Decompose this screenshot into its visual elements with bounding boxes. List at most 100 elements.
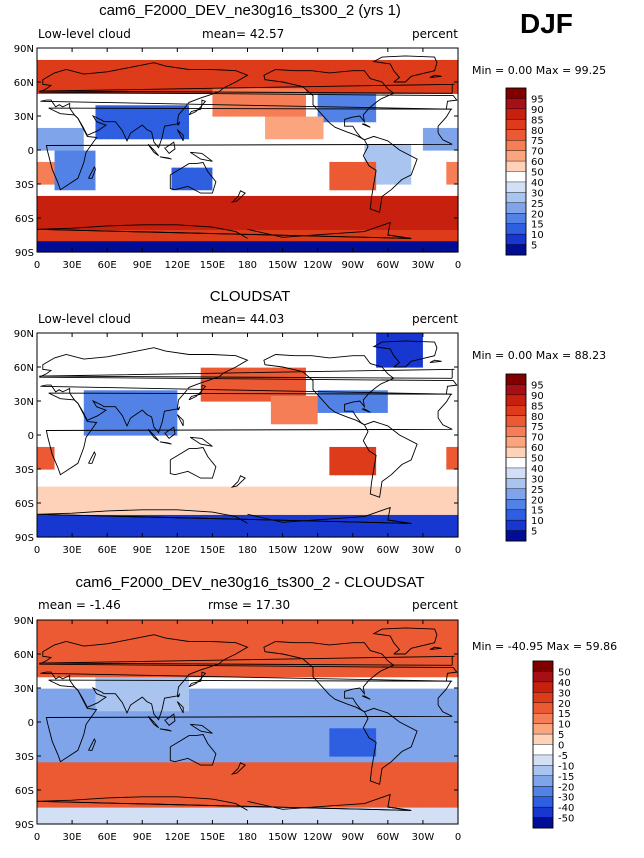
field-cell	[194, 195, 202, 202]
field-cell	[165, 480, 173, 487]
field-cell	[300, 144, 307, 151]
field-cell	[224, 206, 231, 213]
field-cell	[294, 384, 301, 391]
field-cell	[446, 406, 453, 413]
field-cell	[171, 53, 178, 60]
field-cell	[399, 172, 406, 179]
field-cell	[364, 201, 371, 208]
field-cell	[452, 412, 459, 419]
field-cell	[153, 497, 161, 504]
field-cell	[101, 440, 108, 447]
field-cell	[417, 508, 424, 515]
field-cell	[317, 378, 325, 385]
field-cell	[247, 355, 254, 362]
field-cell	[247, 503, 254, 510]
field-cell	[440, 531, 447, 538]
field-cell	[259, 491, 266, 498]
field-cell	[177, 53, 184, 60]
field-cell	[370, 395, 377, 402]
field-cell	[440, 474, 447, 481]
field-cell	[370, 93, 377, 100]
field-cell	[259, 76, 266, 83]
field-cell	[218, 508, 225, 515]
field-cell	[159, 446, 167, 453]
field-cell	[387, 491, 395, 498]
field-cell	[124, 201, 132, 208]
field-cell	[218, 87, 225, 94]
coastline	[189, 151, 213, 162]
field-cell	[346, 452, 354, 459]
field-cell	[189, 457, 196, 464]
field-cell	[422, 229, 430, 236]
field-cell	[212, 99, 219, 106]
field-cell	[194, 110, 202, 117]
field-cell	[247, 435, 254, 442]
field-cell	[77, 133, 85, 140]
field-cell	[48, 406, 56, 413]
field-cell	[399, 435, 406, 442]
field-cell	[177, 457, 184, 464]
field-cell	[60, 223, 67, 230]
field-cell	[428, 65, 436, 72]
field-cell	[311, 514, 319, 521]
field-cell	[241, 367, 249, 374]
field-cell	[241, 218, 249, 225]
field-cell	[399, 150, 406, 157]
field-cell	[235, 144, 243, 151]
field-cell	[352, 423, 360, 430]
field-cell	[446, 240, 453, 247]
field-cell	[393, 172, 401, 179]
field-cell	[235, 184, 243, 191]
field-cell	[153, 93, 161, 100]
field-cell	[66, 423, 73, 430]
field-cell	[37, 423, 44, 430]
field-cell	[329, 161, 336, 168]
field-cell	[259, 406, 266, 413]
field-cell	[405, 144, 412, 151]
field-cell	[288, 212, 295, 219]
field-cell	[323, 531, 330, 538]
field-cell	[265, 480, 272, 487]
field-cell	[311, 486, 319, 493]
field-cell	[83, 161, 91, 168]
field-cell	[247, 240, 254, 247]
field-cell	[346, 53, 354, 60]
field-cell	[224, 503, 231, 510]
field-cell	[206, 65, 214, 72]
field-cell	[305, 235, 313, 242]
field-cell	[229, 223, 237, 230]
field-cell	[224, 93, 231, 100]
field-cell	[66, 497, 73, 504]
field-cell	[417, 144, 424, 151]
field-cell	[276, 144, 284, 151]
field-cell	[48, 378, 56, 385]
field-cell	[422, 429, 430, 436]
field-cell	[411, 240, 418, 247]
field-cell	[434, 161, 442, 168]
field-cell	[399, 144, 406, 151]
field-cell	[171, 474, 178, 481]
field-cell	[142, 82, 149, 89]
field-cell	[288, 161, 295, 168]
field-cell	[130, 361, 138, 368]
field-cell	[247, 440, 254, 447]
field-cell	[276, 406, 284, 413]
field-cell	[434, 491, 442, 498]
field-cell	[83, 429, 91, 436]
field-cell	[370, 144, 377, 151]
field-cell	[107, 155, 114, 162]
field-cell	[452, 240, 459, 247]
field-cell	[440, 48, 447, 55]
field-cell	[446, 361, 453, 368]
field-cell	[42, 520, 50, 527]
field-cell	[42, 59, 50, 66]
field-cell	[107, 223, 114, 230]
field-cell	[72, 452, 79, 459]
field-cell	[200, 423, 208, 430]
field-cell	[358, 53, 366, 60]
field-cell	[124, 412, 132, 419]
field-cell	[346, 144, 354, 151]
field-cell	[72, 229, 79, 236]
field-cell	[317, 172, 325, 179]
field-cell	[183, 361, 190, 368]
